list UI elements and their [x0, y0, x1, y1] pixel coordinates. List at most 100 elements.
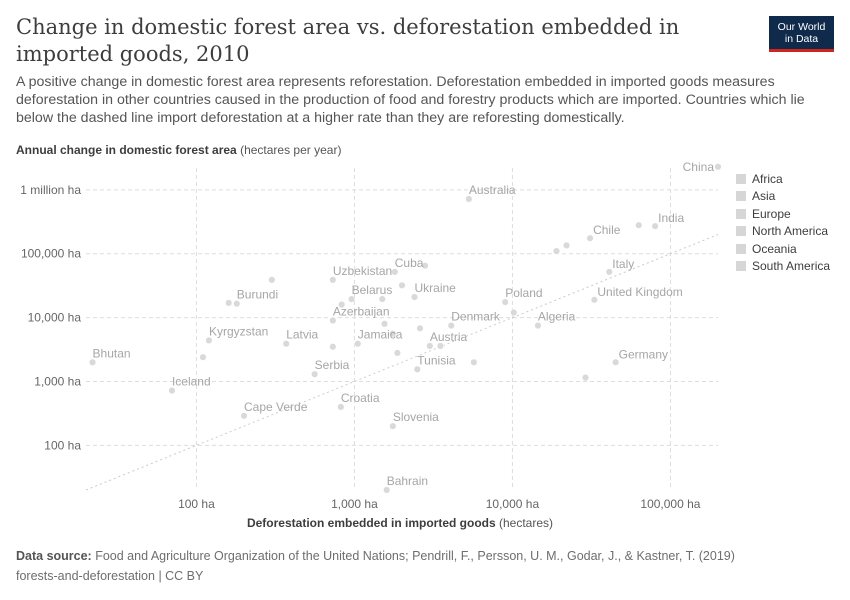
y-axis-unit: (hectares per year)	[240, 143, 342, 157]
data-point-label: Australia	[469, 183, 516, 197]
owid-logo[interactable]: Our World in Data	[769, 16, 834, 52]
data-point	[416, 324, 424, 332]
data-point	[465, 195, 473, 203]
data-point	[714, 163, 722, 171]
data-point	[268, 276, 276, 284]
data-point	[354, 340, 362, 348]
y-tick-label: 100 ha	[44, 438, 81, 452]
legend-label: North America	[752, 224, 829, 239]
data-point	[612, 358, 620, 366]
data-point-label: Chile	[593, 223, 621, 237]
data-point	[426, 342, 434, 350]
legend-item-oceania[interactable]: Oceania	[736, 240, 830, 258]
data-point	[233, 300, 241, 308]
data-point-label: Denmark	[451, 310, 501, 324]
data-point	[311, 370, 319, 378]
data-point	[199, 353, 207, 361]
data-point	[552, 247, 561, 255]
data-point	[329, 276, 337, 284]
chart-title: Change in domestic forest area vs. defor…	[16, 15, 680, 66]
data-point	[380, 320, 389, 328]
logo-line-2: in Data	[784, 32, 819, 45]
data-point-label: Italy	[612, 257, 634, 271]
data-point	[436, 342, 444, 350]
y-axis-label: Annual change in domestic forest area	[16, 143, 237, 157]
x-tick-label: 10,000 ha	[486, 497, 540, 511]
data-point-label: Latvia	[286, 328, 318, 342]
data-point	[391, 268, 399, 276]
legend-swatch	[736, 261, 746, 272]
data-point-label: Burundi	[237, 288, 278, 302]
data-point	[651, 222, 659, 230]
legend-item-europe[interactable]: Europe	[736, 205, 830, 223]
source-text: Food and Agriculture Organization of the…	[95, 549, 735, 563]
y-tick-label: 1 million ha	[20, 183, 81, 197]
data-point-label: Uzbekistan	[333, 264, 392, 278]
legend-item-africa[interactable]: Africa	[736, 170, 830, 188]
data-point-label: Iceland	[172, 375, 211, 389]
data-point	[586, 234, 594, 242]
data-point	[470, 358, 478, 366]
footer: Data source: Food and Agriculture Organi…	[16, 546, 735, 586]
source-line: Data source: Food and Agriculture Organi…	[16, 546, 735, 566]
legend-item-asia[interactable]: Asia	[736, 188, 830, 206]
x-axis-label: Deforestation embedded in imported goods	[246, 516, 496, 530]
data-point	[581, 374, 590, 382]
data-point	[389, 330, 397, 338]
data-point-label: Bahrain	[387, 474, 428, 488]
legend-swatch	[736, 226, 746, 237]
data-point	[168, 387, 176, 395]
data-point	[348, 295, 356, 303]
data-point-label: Ukraine	[415, 281, 457, 295]
data-point	[225, 299, 233, 307]
source-label: Data source:	[16, 549, 92, 563]
data-point-label: Poland	[505, 286, 542, 300]
data-point	[389, 422, 397, 430]
data-point-label: Cuba	[395, 256, 424, 270]
data-point	[501, 298, 509, 306]
x-axis-title: Deforestation embedded in imported goods…	[0, 516, 800, 530]
data-point-label: Serbia	[315, 358, 350, 372]
data-point-label: Austria	[430, 330, 468, 344]
y-tick-label: 1,000 ha	[34, 374, 81, 388]
data-point	[413, 365, 421, 373]
data-point-label: Azerbaijan	[333, 305, 390, 319]
data-point	[447, 322, 455, 330]
legend-swatch	[736, 191, 746, 202]
data-point	[635, 221, 643, 229]
data-point	[337, 403, 345, 411]
data-point-label: China	[683, 160, 715, 174]
legend-label: Europe	[752, 206, 791, 221]
x-tick-label: 100 ha	[178, 497, 215, 511]
data-point	[534, 322, 542, 330]
legend-item-south-america[interactable]: South America	[736, 258, 830, 276]
data-point-label: United Kingdom	[597, 285, 682, 299]
y-tick-label: 100,000 ha	[21, 247, 81, 261]
data-point	[338, 301, 346, 309]
data-point	[510, 309, 518, 317]
y-axis-title: Annual change in domestic forest area (h…	[16, 143, 341, 157]
legend-item-north-america[interactable]: North America	[736, 223, 830, 241]
x-tick-label: 1,000 ha	[331, 497, 378, 511]
legend-label: Asia	[752, 189, 776, 204]
data-point-label: Slovenia	[393, 410, 439, 424]
chart-subtitle: A positive change in domestic forest are…	[16, 74, 805, 126]
data-point-label: Belarus	[352, 283, 393, 297]
data-point	[88, 358, 97, 366]
data-point	[398, 281, 406, 289]
data-point	[383, 486, 391, 494]
data-point-label: Cape Verde	[244, 400, 308, 414]
legend-swatch	[736, 208, 746, 219]
data-point	[205, 336, 213, 344]
data-point	[562, 241, 571, 249]
legend-label: Africa	[752, 171, 783, 186]
y-tick-label: 10,000 ha	[28, 311, 82, 325]
data-point	[410, 293, 419, 301]
data-point	[605, 268, 613, 276]
data-point	[240, 412, 248, 420]
legend-swatch	[736, 173, 746, 184]
data-point-label: Germany	[619, 347, 668, 361]
data-point-label: Jamaica	[358, 328, 403, 342]
x-tick-label: 100,000 ha	[640, 497, 700, 511]
